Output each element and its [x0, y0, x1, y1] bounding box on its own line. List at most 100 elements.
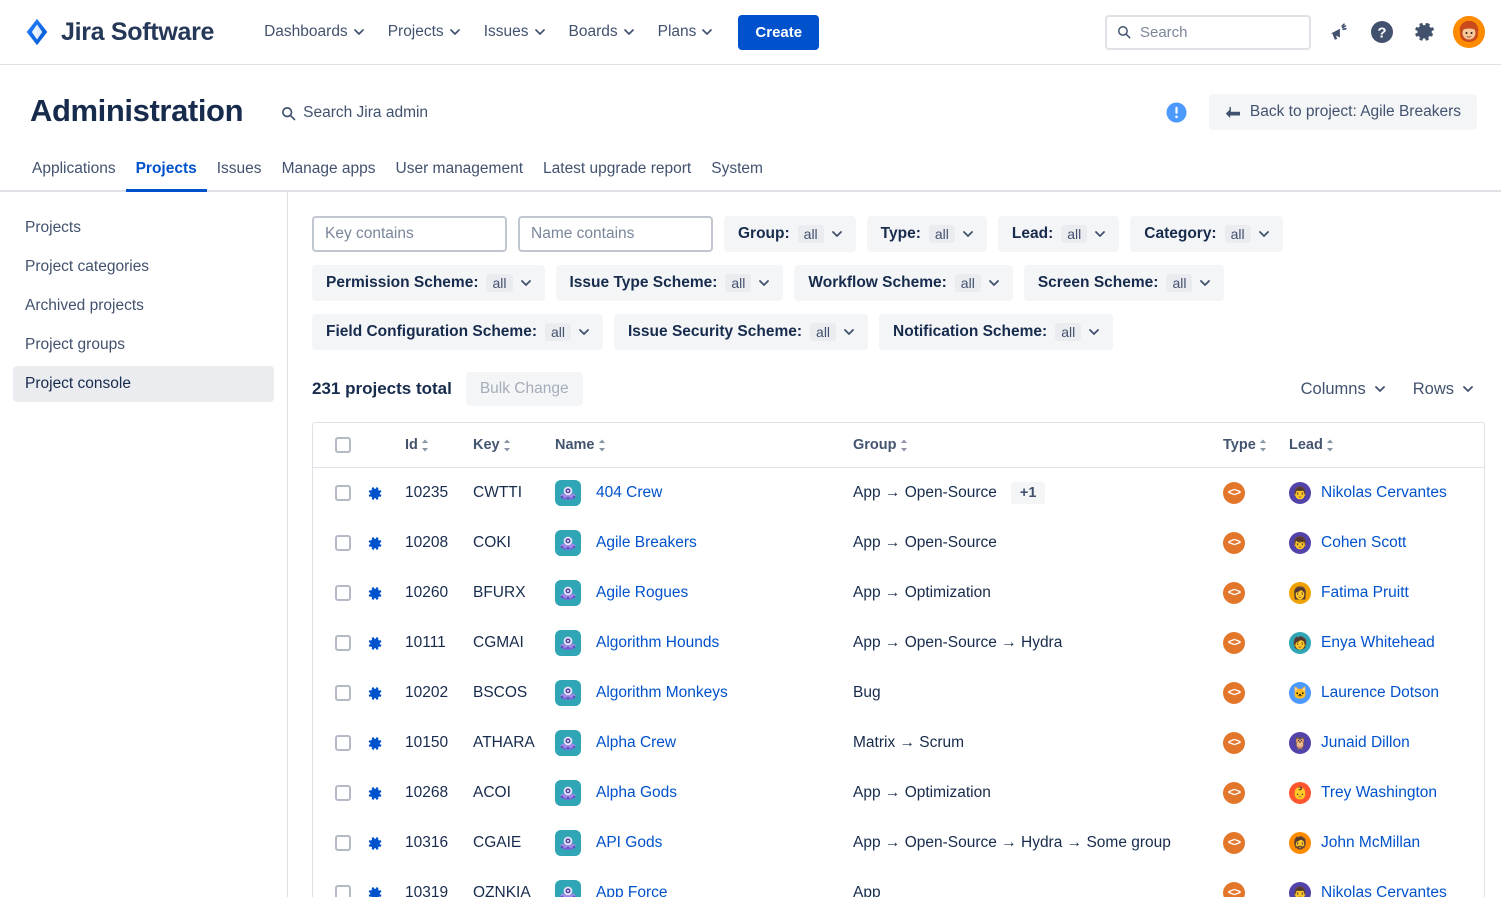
- project-name-link[interactable]: Agile Breakers: [596, 534, 697, 551]
- bulk-change-button[interactable]: Bulk Change: [465, 372, 583, 406]
- tab-projects[interactable]: Projects: [125, 152, 207, 192]
- filter-notification-scheme-dropdown[interactable]: Notification Scheme: all: [879, 314, 1114, 350]
- filter-screen-scheme-dropdown[interactable]: Screen Scheme: all: [1023, 265, 1225, 301]
- filter-workflow-scheme-dropdown[interactable]: Workflow Scheme: all: [794, 265, 1013, 301]
- tab-applications[interactable]: Applications: [32, 160, 116, 177]
- sort-key[interactable]: Key: [473, 437, 511, 453]
- info-alert-icon[interactable]: [1166, 102, 1187, 123]
- row-checkbox[interactable]: [335, 485, 351, 501]
- table-row[interactable]: 10260 BFURX Agile Rogues App → Optimization…: [313, 568, 1484, 618]
- nav-item-boards[interactable]: Boards: [559, 16, 644, 48]
- project-lead-link[interactable]: Junaid Dillon: [1321, 734, 1410, 751]
- project-settings-gear-icon[interactable]: [365, 634, 384, 653]
- sidebar-item-project-groups[interactable]: Project groups: [25, 336, 125, 353]
- table-row[interactable]: 10150 ATHARA Alpha Crew Matrix → Scrum <> 🦉 Ju…: [313, 718, 1484, 768]
- header-label: Name: [555, 437, 595, 453]
- key-contains-input[interactable]: [312, 216, 507, 252]
- row-select-cell: [313, 518, 365, 568]
- project-settings-gear-icon[interactable]: [365, 834, 384, 853]
- select-all-checkbox[interactable]: [335, 437, 351, 453]
- sidebar-item-projects[interactable]: Projects: [25, 219, 81, 236]
- filter-issue-type-scheme-dropdown[interactable]: Issue Type Scheme: all: [555, 265, 784, 301]
- admin-search-link[interactable]: Search Jira admin: [281, 99, 428, 122]
- project-lead-link[interactable]: Nikolas Cervantes: [1321, 884, 1447, 897]
- project-settings-gear-icon[interactable]: [365, 484, 384, 503]
- sort-group[interactable]: Group: [853, 437, 908, 453]
- sort-id[interactable]: Id: [405, 437, 429, 453]
- project-settings-gear-icon[interactable]: [365, 784, 384, 803]
- project-lead-link[interactable]: Fatima Pruitt: [1321, 584, 1409, 601]
- row-checkbox[interactable]: [335, 785, 351, 801]
- global-search-input[interactable]: [1139, 23, 1299, 41]
- filter-type-dropdown[interactable]: Type: all: [866, 216, 987, 252]
- project-name-link[interactable]: Alpha Crew: [596, 734, 677, 751]
- project-settings-gear-icon[interactable]: [365, 684, 384, 703]
- row-checkbox[interactable]: [335, 585, 351, 601]
- project-settings-gear-icon[interactable]: [365, 584, 384, 603]
- table-row[interactable]: 10319 QZNKIA App Force App <> 👨 Nikolas Cervan…: [313, 868, 1484, 897]
- project-lead-link[interactable]: Trey Washington: [1321, 784, 1438, 801]
- project-name-link[interactable]: Agile Rogues: [596, 584, 689, 601]
- create-button[interactable]: Create: [738, 14, 820, 50]
- filter-group-dropdown[interactable]: Group: all: [724, 216, 856, 252]
- project-lead-link[interactable]: Nikolas Cervantes: [1321, 484, 1447, 501]
- filter-category-dropdown[interactable]: Category: all: [1130, 216, 1283, 252]
- sort-name[interactable]: Name: [555, 437, 606, 453]
- sort-lead[interactable]: Lead: [1289, 437, 1334, 453]
- chevron-down-icon: [962, 231, 973, 237]
- project-lead-link[interactable]: John McMillan: [1321, 834, 1421, 851]
- row-checkbox[interactable]: [335, 735, 351, 751]
- nav-item-projects[interactable]: Projects: [378, 16, 470, 48]
- project-name-link[interactable]: API Gods: [596, 834, 663, 851]
- row-checkbox[interactable]: [335, 535, 351, 551]
- user-avatar[interactable]: [1453, 16, 1485, 48]
- project-name-link[interactable]: Algorithm Monkeys: [596, 684, 728, 701]
- filter-issue-security-scheme-dropdown[interactable]: Issue Security Scheme: all: [614, 314, 869, 350]
- sidebar-item-project-console[interactable]: Project console: [13, 366, 274, 402]
- project-name-link[interactable]: 404 Crew: [596, 484, 663, 501]
- sort-type[interactable]: Type: [1223, 437, 1267, 453]
- help-button[interactable]: ?: [1367, 17, 1397, 47]
- project-name-link[interactable]: Alpha Gods: [596, 784, 677, 801]
- row-checkbox[interactable]: [335, 835, 351, 851]
- project-settings-gear-icon[interactable]: [365, 884, 384, 898]
- table-row[interactable]: 10208 COKI Agile Breakers App → Open-Source…: [313, 518, 1484, 568]
- tab-issues[interactable]: Issues: [216, 160, 262, 177]
- table-row[interactable]: 10202 BSCOS Algorithm Monkeys Bug <> 🐱 Laurenc…: [313, 668, 1484, 718]
- back-to-project-button[interactable]: Back to project: Agile Breakers: [1208, 94, 1477, 130]
- project-settings-gear-icon[interactable]: [365, 534, 384, 553]
- nav-item-plans[interactable]: Plans: [648, 16, 723, 48]
- project-name-link[interactable]: Algorithm Hounds: [596, 634, 720, 651]
- table-row[interactable]: 10268 ACOI Alpha Gods App → Optimization <> 👶…: [313, 768, 1484, 818]
- project-settings-gear-icon[interactable]: [365, 734, 384, 753]
- project-lead-link[interactable]: Cohen Scott: [1321, 534, 1407, 551]
- filter-field-configuration-scheme-dropdown[interactable]: Field Configuration Scheme: all: [312, 314, 603, 350]
- global-search-box[interactable]: [1105, 14, 1311, 50]
- columns-dropdown[interactable]: Columns: [1301, 380, 1385, 399]
- brand-logo-link[interactable]: Jira Software: [22, 17, 214, 47]
- tab-latest-upgrade-report[interactable]: Latest upgrade report: [543, 160, 692, 177]
- project-lead-link[interactable]: Laurence Dotson: [1321, 684, 1440, 701]
- rows-dropdown[interactable]: Rows: [1413, 380, 1473, 399]
- table-row[interactable]: 10316 CGAIE API Gods App → Open-Source → Hy…: [313, 818, 1484, 868]
- settings-button[interactable]: [1410, 17, 1440, 47]
- row-checkbox[interactable]: [335, 885, 351, 897]
- tab-user-management[interactable]: User management: [395, 160, 524, 177]
- filter-permission-scheme-dropdown[interactable]: Permission Scheme: all: [312, 265, 545, 301]
- filter-lead-dropdown[interactable]: Lead: all: [997, 216, 1120, 252]
- table-row[interactable]: 10111 CGMAI Algorithm Hounds App → Open-Sou…: [313, 618, 1484, 668]
- name-contains-input[interactable]: [518, 216, 713, 252]
- project-lead-link[interactable]: Enya Whitehead: [1321, 634, 1435, 651]
- nav-item-issues[interactable]: Issues: [474, 16, 555, 48]
- row-checkbox[interactable]: [335, 635, 351, 651]
- sidebar-item-archived-projects[interactable]: Archived projects: [25, 297, 144, 314]
- sidebar-item-project-categories[interactable]: Project categories: [25, 258, 150, 275]
- tab-manage-apps[interactable]: Manage apps: [281, 160, 376, 177]
- nav-item-dashboards[interactable]: Dashboards: [254, 16, 374, 48]
- table-row[interactable]: 10235 CWTTI 404 Crew App → Open-Source +1 <> 👨…: [313, 468, 1484, 519]
- megaphone-announcement-button[interactable]: [1324, 17, 1354, 47]
- project-name-link[interactable]: App Force: [596, 884, 668, 897]
- tab-system[interactable]: System: [711, 160, 763, 177]
- row-checkbox[interactable]: [335, 685, 351, 701]
- group-overflow-badge[interactable]: +1: [1010, 482, 1046, 504]
